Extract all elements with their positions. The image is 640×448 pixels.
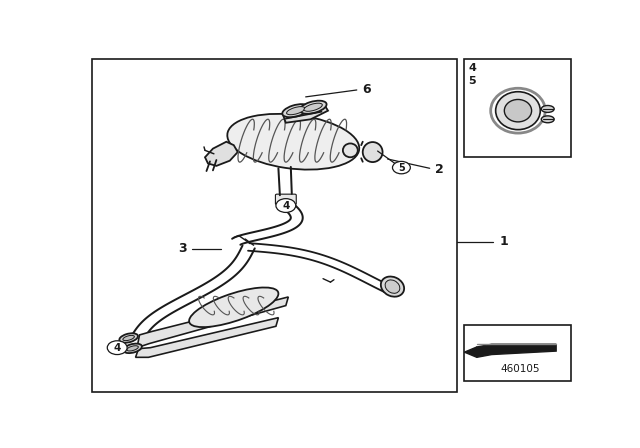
Ellipse shape — [123, 336, 134, 340]
Text: 5: 5 — [468, 76, 476, 86]
Polygon shape — [465, 347, 477, 358]
Circle shape — [392, 161, 410, 174]
Ellipse shape — [227, 114, 359, 170]
Ellipse shape — [385, 280, 400, 293]
Text: 4: 4 — [468, 63, 476, 73]
Text: 2: 2 — [435, 163, 444, 176]
Polygon shape — [284, 103, 328, 123]
Polygon shape — [136, 318, 278, 358]
Bar — [92, 59, 457, 392]
Ellipse shape — [504, 99, 532, 122]
Bar — [465, 59, 571, 157]
Polygon shape — [205, 142, 237, 166]
Ellipse shape — [495, 92, 540, 129]
Text: 3: 3 — [178, 242, 187, 255]
Ellipse shape — [541, 105, 554, 112]
Text: 4: 4 — [282, 201, 289, 211]
Circle shape — [276, 198, 296, 212]
Polygon shape — [477, 344, 556, 358]
Ellipse shape — [287, 107, 305, 115]
Ellipse shape — [282, 104, 309, 117]
Ellipse shape — [124, 344, 142, 353]
Text: 1: 1 — [499, 235, 508, 248]
Ellipse shape — [300, 101, 326, 114]
Ellipse shape — [381, 276, 404, 297]
FancyBboxPatch shape — [275, 194, 296, 204]
Circle shape — [108, 341, 127, 354]
Ellipse shape — [119, 333, 138, 343]
Text: 4: 4 — [113, 343, 121, 353]
Polygon shape — [137, 297, 288, 348]
Ellipse shape — [304, 103, 323, 111]
Ellipse shape — [127, 346, 138, 351]
Text: 5: 5 — [398, 163, 404, 172]
Ellipse shape — [189, 288, 278, 327]
Ellipse shape — [363, 142, 383, 162]
Bar — [465, 324, 571, 382]
Ellipse shape — [343, 143, 358, 157]
Ellipse shape — [541, 116, 554, 123]
Text: 460105: 460105 — [500, 364, 540, 375]
Text: 6: 6 — [363, 83, 371, 96]
